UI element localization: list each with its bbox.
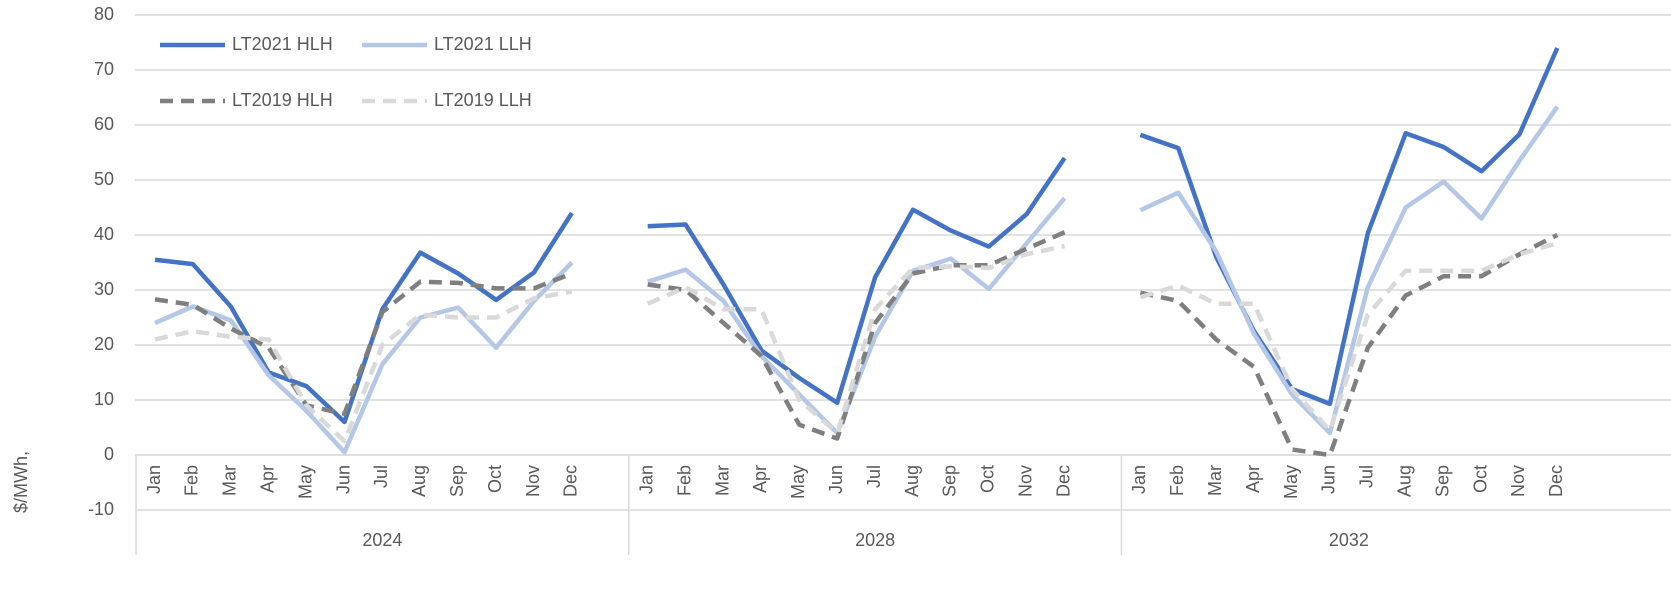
x-tick-label: May (295, 465, 315, 499)
group-label: 2024 (362, 530, 402, 550)
x-tick-label: Mar (1205, 465, 1225, 496)
legend-label: LT2021 LLH (434, 34, 532, 54)
x-tick-label: Jan (1129, 465, 1149, 494)
x-tick-label: Jun (1319, 465, 1339, 494)
x-tick-label: Jul (864, 465, 884, 488)
y-tick-label: 80 (94, 4, 114, 24)
series-line (154, 241, 1558, 444)
y-tick-label: 50 (94, 169, 114, 189)
y-tick-label: 60 (94, 114, 114, 134)
x-tick-label: Aug (902, 465, 922, 497)
x-tick-label: Apr (1243, 465, 1263, 493)
x-tick-label: Feb (674, 465, 694, 496)
y-tick-label: 20 (94, 334, 114, 354)
series-line (154, 105, 1560, 455)
x-tick-label: Jul (371, 465, 391, 488)
legend-label: LT2019 LLH (434, 90, 532, 110)
x-tick-label: Jan (144, 465, 164, 494)
x-tick-label: Oct (978, 465, 998, 493)
y-axis-label: $/MWh, (11, 451, 31, 513)
x-tick-label: Nov (523, 465, 543, 497)
x-tick-label: Sep (1432, 465, 1452, 497)
x-tick-label: Apr (257, 465, 277, 493)
x-tick-label: Feb (1167, 465, 1187, 496)
legend-label: LT2019 HLH (232, 90, 333, 110)
y-tick-label: 70 (94, 59, 114, 79)
legend-label: LT2021 HLH (232, 34, 333, 54)
series-line (154, 230, 1559, 458)
y-tick-label: 10 (94, 389, 114, 409)
x-tick-label: Dec (1546, 465, 1566, 497)
x-tick-label: Sep (447, 465, 467, 497)
x-tick-label: Aug (1394, 465, 1414, 497)
group-label: 2032 (1329, 530, 1369, 550)
y-tick-label: 40 (94, 224, 114, 244)
x-tick-label: May (788, 465, 808, 499)
group-label: 2028 (855, 530, 895, 550)
y-tick-label: 0 (104, 444, 114, 464)
x-tick-label: Jun (826, 465, 846, 494)
x-tick-label: Jan (636, 465, 656, 494)
x-tick-label: Oct (1470, 465, 1490, 493)
x-tick-label: Apr (750, 465, 770, 493)
x-tick-label: Dec (561, 465, 581, 497)
x-tick-label: Jun (333, 465, 353, 494)
y-tick-label: 30 (94, 279, 114, 299)
x-tick-label: Mar (712, 465, 732, 496)
x-tick-label: May (1281, 465, 1301, 499)
x-tick-label: Nov (1508, 465, 1528, 497)
x-tick-label: Aug (409, 465, 429, 497)
x-tick-label: Mar (220, 465, 240, 496)
y-tick-label: -10 (88, 499, 114, 519)
x-tick-label: Nov (1015, 465, 1035, 497)
x-tick-label: Jul (1357, 465, 1377, 488)
x-tick-label: Dec (1053, 465, 1073, 497)
x-tick-label: Oct (485, 465, 505, 493)
x-tick-label: Sep (940, 465, 960, 497)
x-tick-label: Feb (182, 465, 202, 496)
